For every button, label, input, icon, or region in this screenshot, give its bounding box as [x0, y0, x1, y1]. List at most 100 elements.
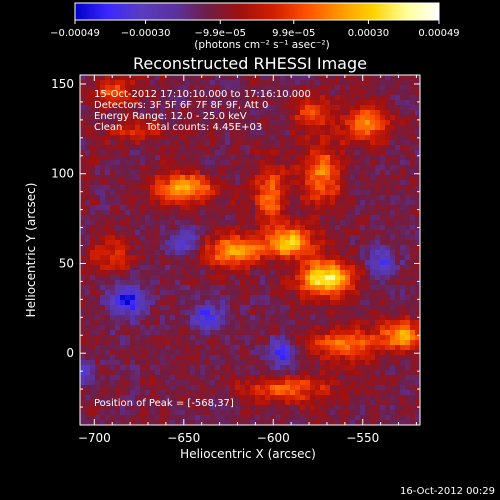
heatmap-cell [315, 255, 321, 261]
heatmap-cell [295, 370, 301, 376]
heatmap-cell [350, 140, 356, 146]
heatmap-cell [375, 400, 381, 406]
heatmap-cell [115, 140, 121, 146]
heatmap-cell [380, 345, 386, 351]
heatmap-cell [100, 200, 106, 206]
heatmap-cell [185, 100, 191, 106]
heatmap-cell [390, 235, 396, 241]
heatmap-cell [165, 180, 171, 186]
heatmap-cell [115, 370, 121, 376]
heatmap-cell [285, 185, 291, 191]
heatmap-cell [395, 390, 401, 396]
heatmap-cell [390, 420, 396, 425]
heatmap-cell [265, 340, 271, 346]
heatmap-cell [115, 325, 121, 331]
heatmap-cell [385, 235, 391, 241]
heatmap-cell [350, 415, 356, 421]
heatmap-cell [210, 275, 216, 281]
heatmap-cell [135, 105, 141, 111]
heatmap-cell [150, 145, 156, 151]
heatmap-cell [340, 85, 346, 91]
heatmap-cell [325, 200, 331, 206]
heatmap-cell [210, 410, 216, 416]
heatmap-cell [355, 220, 361, 226]
heatmap-cell [350, 375, 356, 381]
heatmap-cell [330, 410, 336, 416]
heatmap-cell [245, 290, 251, 296]
heatmap-cell [385, 170, 391, 176]
heatmap-cell [395, 140, 401, 146]
heatmap-cell [295, 335, 301, 341]
heatmap-cell [155, 335, 161, 341]
heatmap-cell [410, 295, 416, 301]
heatmap-cell [190, 275, 196, 281]
heatmap-cell [210, 220, 216, 226]
heatmap-cell [410, 90, 416, 96]
heatmap-cell [100, 410, 106, 416]
heatmap-cell [330, 215, 336, 221]
heatmap-cell [410, 230, 416, 236]
heatmap-cell [200, 105, 206, 111]
heatmap-cell [320, 220, 326, 226]
heatmap-cell [400, 195, 406, 201]
heatmap-cell [230, 250, 236, 256]
heatmap-cell [375, 390, 381, 396]
heatmap-cell [355, 320, 361, 326]
heatmap-cell [405, 295, 411, 301]
heatmap-cell [190, 140, 196, 146]
heatmap-cell [270, 215, 276, 221]
heatmap-cell [390, 145, 396, 151]
heatmap-cell [240, 170, 246, 176]
heatmap-cell [390, 220, 396, 226]
heatmap-cell [185, 200, 191, 206]
heatmap-cell [275, 225, 281, 231]
heatmap-cell [280, 100, 286, 106]
heatmap-cell [395, 255, 401, 261]
heatmap-cell [230, 85, 236, 91]
heatmap-cell [120, 230, 126, 236]
heatmap-cell [325, 155, 331, 161]
heatmap-cell [305, 255, 311, 261]
heatmap-cell [415, 180, 420, 186]
heatmap-cell [345, 130, 351, 136]
heatmap-cell [385, 90, 391, 96]
heatmap-cell [405, 355, 411, 361]
heatmap-cell [350, 180, 356, 186]
heatmap-cell [275, 110, 281, 116]
heatmap-cell [400, 225, 406, 231]
heatmap-cell [255, 155, 261, 161]
heatmap-cell [190, 100, 196, 106]
heatmap-cell [80, 230, 86, 236]
heatmap-cell [125, 155, 131, 161]
heatmap-cell [155, 260, 161, 266]
heatmap-cell [235, 220, 241, 226]
heatmap-cell [200, 335, 206, 341]
heatmap-cell [125, 385, 131, 391]
heatmap-cell [200, 150, 206, 156]
heatmap-cell [260, 325, 266, 331]
heatmap-cell [330, 75, 336, 81]
heatmap-cell [370, 320, 376, 326]
heatmap-cell [185, 195, 191, 201]
heatmap-cell [280, 110, 286, 116]
heatmap-cell [275, 295, 281, 301]
heatmap-cell [170, 245, 176, 251]
heatmap-cell [240, 350, 246, 356]
heatmap-cell [100, 215, 106, 221]
heatmap-cell [410, 155, 416, 161]
heatmap-cell [370, 145, 376, 151]
heatmap-cell [205, 420, 211, 425]
heatmap-cell [385, 275, 391, 281]
heatmap-cell [305, 165, 311, 171]
heatmap-cell [255, 400, 261, 406]
heatmap-cell [195, 145, 201, 151]
heatmap-cell [265, 420, 271, 425]
heatmap-cell [235, 405, 241, 411]
heatmap-cell [230, 110, 236, 116]
heatmap-cell [85, 95, 91, 101]
heatmap-cell [205, 275, 211, 281]
heatmap-cell [95, 410, 101, 416]
heatmap-cell [370, 110, 376, 116]
heatmap-cell [255, 160, 261, 166]
heatmap-cell [150, 255, 156, 261]
